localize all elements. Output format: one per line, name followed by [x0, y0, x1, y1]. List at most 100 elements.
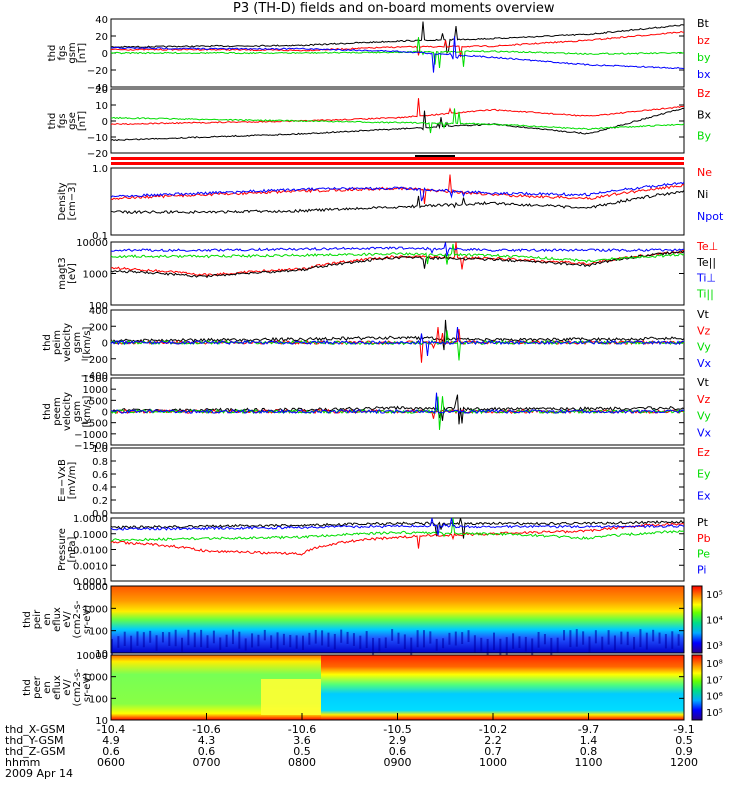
ion-spectrogram-noise	[594, 630, 597, 644]
ion-spectrogram-noise	[168, 632, 171, 646]
ion-spectrogram-noise	[543, 634, 546, 645]
legend-vi: Vx	[697, 357, 712, 370]
ytick-label-ve: −500	[81, 419, 108, 430]
ylabel-espec: sr-eV)	[82, 673, 93, 702]
ion-spectrogram-noise	[276, 632, 279, 650]
legend-bgsm: by	[697, 51, 711, 64]
xaxis-value: 4.9	[102, 734, 120, 747]
ytick-label-ispec: 10000	[76, 582, 108, 593]
ytick-label-bgse: −10	[87, 133, 108, 144]
ytick-label-bgse: 0	[102, 117, 108, 128]
ylabel-bgse: gse	[67, 112, 78, 130]
legend-vi: Vt	[697, 308, 710, 321]
xaxis-value: 0900	[384, 756, 412, 769]
ion-spectrogram-noise	[397, 632, 400, 644]
ion-spectrogram-noise	[607, 630, 610, 645]
series-temp-Ti⊥	[110, 242, 685, 257]
status-bar-marker	[415, 155, 455, 157]
ylabel-ve: thd	[42, 403, 53, 420]
colorbar-label-ispec: 10⁴	[706, 616, 723, 627]
ion-spectrogram-noise	[225, 634, 228, 648]
ion-spectrogram-noise	[626, 631, 629, 646]
legend-bgse: By	[697, 130, 712, 143]
series-bgsm-bx	[110, 36, 685, 73]
ion-spectrogram-noise	[359, 635, 362, 649]
series-vi-Vz	[110, 326, 685, 363]
legend-temp: Ti⊥	[696, 272, 716, 285]
ion-spectrogram-noise	[505, 637, 508, 655]
panel-frame-bgse	[110, 88, 685, 154]
ytick-label-ve: 1000	[83, 385, 108, 396]
xaxis-value: 0800	[288, 756, 316, 769]
ion-spectrogram-noise	[117, 636, 120, 648]
series-temp-Te⊥	[110, 241, 685, 277]
xaxis-value: 0.8	[580, 745, 598, 758]
ylabel-bgsm: [nT]	[77, 43, 88, 63]
ylabel-bgsm: thd	[47, 45, 58, 62]
ylabel-ispec: eflux	[52, 607, 63, 632]
xaxis-value: -10.6	[288, 723, 316, 736]
series-vi-Vx	[110, 326, 685, 356]
xaxis-value: 2.2	[484, 734, 502, 747]
legend-density: Ne	[697, 166, 712, 179]
status-bar-upper	[111, 157, 684, 160]
ion-spectrogram-noise	[677, 634, 680, 646]
ion-spectrogram-noise	[257, 634, 260, 647]
legend-vi: Vy	[697, 341, 711, 354]
plot-title: P3 (TH-D) fields and on-board moments ov…	[233, 1, 555, 16]
ylabel-ispec: (cm2-s-	[72, 600, 83, 638]
ion-spectrogram-noise	[601, 636, 604, 650]
ytick-label-espec: 1000	[83, 673, 108, 684]
ion-spectrogram-noise	[671, 631, 674, 649]
ylabel-ispec: thd	[22, 611, 33, 628]
ylabel-pressure: [nPa]	[67, 536, 78, 562]
xaxis-value: 3.6	[293, 734, 311, 747]
ytick-label-ve: 0	[102, 408, 108, 419]
xaxis-row-label: thd_Z-GSM	[5, 745, 65, 758]
ytick-label-pressure: 0.0010	[73, 561, 108, 572]
ytick-label-bgse: 10	[95, 101, 108, 112]
ion-spectrogram-noise	[664, 634, 667, 649]
ion-spectrogram-noise	[327, 632, 330, 647]
ion-spectrogram-noise	[588, 636, 591, 653]
ytick-label-vi: −400	[81, 371, 108, 382]
ylabel-pressure: Pressure	[57, 528, 68, 571]
xaxis-value: 0.9	[675, 745, 693, 758]
ytick-label-efield: 0.2	[92, 496, 108, 507]
series-temp-Ti||	[110, 243, 685, 265]
ylabel-ispec: en	[42, 613, 53, 626]
xaxis-value: -9.7	[578, 723, 599, 736]
legend-bgsm: Bt	[697, 17, 710, 30]
xaxis-value: 0.6	[102, 745, 120, 758]
xaxis-value: 1.4	[580, 734, 598, 747]
ion-spectrogram-noise	[480, 637, 483, 652]
xaxis-value: -10.6	[192, 723, 220, 736]
ytick-label-efield: 1.0	[92, 444, 108, 455]
ion-spectrogram-noise	[352, 633, 355, 646]
ion-spectrogram-noise	[340, 629, 343, 643]
ylabel-vi: peim	[52, 330, 63, 355]
ylabel-temp: [eV]	[67, 263, 78, 284]
xaxis-date: 2009 Apr 14	[5, 767, 73, 780]
series-density-Npot	[110, 181, 685, 202]
ylabel-espec: thd	[22, 679, 33, 696]
ytick-label-efield: 0.6	[92, 470, 108, 481]
ion-spectrogram-noise	[282, 633, 285, 646]
ion-spectrogram-noise	[550, 637, 553, 656]
ion-spectrogram-noise	[174, 629, 177, 647]
ion-spectrogram-noise	[302, 635, 304, 650]
xaxis-value: 0.6	[198, 745, 216, 758]
xaxis-row-label: thd_X-GSM	[5, 723, 65, 736]
ion-spectrogram-noise	[238, 631, 241, 649]
panel-frame-temp	[110, 241, 685, 306]
ytick-label-pressure: 0.0100	[73, 546, 108, 557]
ytick-label-espec: 10000	[76, 651, 108, 662]
ion-spectrogram-noise	[448, 632, 451, 645]
legend-bgsm: bx	[697, 68, 711, 81]
ion-spectrogram-noise	[499, 638, 502, 656]
colorbar-label-espec: 10⁶	[706, 692, 723, 703]
colorbar-espec	[691, 654, 703, 721]
series-bgse-Bx	[110, 107, 685, 142]
series-density-Ne	[110, 174, 685, 205]
